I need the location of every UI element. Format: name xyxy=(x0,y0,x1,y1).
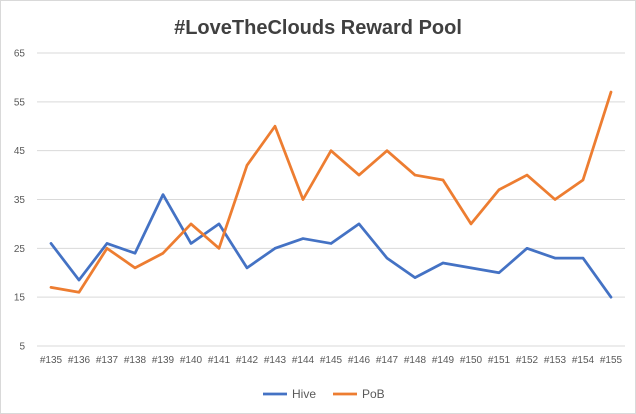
data-point xyxy=(469,222,473,226)
series-line-hive xyxy=(49,193,613,299)
data-point xyxy=(245,164,249,167)
data-point xyxy=(189,222,193,226)
legend-item-hive: Hive xyxy=(263,387,316,401)
data-point xyxy=(49,286,53,289)
data-point xyxy=(581,178,585,182)
x-tick-label: #146 xyxy=(348,355,371,366)
data-point xyxy=(161,252,165,255)
data-point xyxy=(301,198,305,201)
data-point xyxy=(581,256,585,260)
series-lines xyxy=(49,90,613,299)
x-tick-label: #138 xyxy=(124,355,147,366)
y-tick-label: 45 xyxy=(14,146,26,157)
data-point xyxy=(161,193,165,196)
data-point xyxy=(133,266,137,270)
y-tick-label: 5 xyxy=(19,342,25,353)
x-tick-label: #145 xyxy=(320,355,343,366)
x-tick-label: #136 xyxy=(68,355,91,366)
data-point xyxy=(525,173,529,177)
x-tick-label: #143 xyxy=(264,355,287,366)
data-point xyxy=(497,188,501,191)
data-point xyxy=(329,149,333,152)
data-point xyxy=(105,242,109,245)
data-point xyxy=(385,256,389,260)
data-point xyxy=(385,149,389,152)
x-tick-label: #148 xyxy=(404,355,427,366)
y-tick-label: 65 xyxy=(14,49,26,60)
data-point xyxy=(357,173,361,177)
x-tick-label: #152 xyxy=(516,355,539,366)
data-point xyxy=(525,247,529,250)
x-tick-label: #140 xyxy=(180,355,203,366)
data-point xyxy=(553,256,557,260)
data-point xyxy=(217,247,221,250)
x-tick-label: #150 xyxy=(460,355,483,366)
data-point xyxy=(217,222,221,226)
data-point xyxy=(441,261,445,265)
series-pob xyxy=(49,90,613,294)
x-tick-label: #142 xyxy=(236,355,259,366)
data-point xyxy=(441,178,445,182)
data-point xyxy=(609,90,613,94)
x-tick-label: #137 xyxy=(96,355,119,366)
legend-label: PoB xyxy=(362,387,385,401)
data-point xyxy=(77,278,81,282)
data-point xyxy=(497,271,501,274)
x-tick-label: #147 xyxy=(376,355,399,366)
data-point xyxy=(77,291,81,294)
x-tick-label: #154 xyxy=(572,355,595,366)
data-point xyxy=(357,222,361,226)
series-line-pob xyxy=(49,90,613,294)
data-point xyxy=(105,247,109,250)
y-tick-label: 55 xyxy=(14,97,26,108)
x-tick-label: #155 xyxy=(600,355,623,366)
data-point xyxy=(49,242,53,245)
data-point xyxy=(273,247,277,250)
data-point xyxy=(553,198,557,201)
x-tick-label: #149 xyxy=(432,355,455,366)
data-point xyxy=(245,266,249,270)
series-hive xyxy=(49,193,613,299)
x-tick-label: #139 xyxy=(152,355,175,366)
y-axis-ticks: 5 15 25 35 45 55 65 xyxy=(14,49,26,353)
x-tick-label: #135 xyxy=(40,355,63,366)
y-tick-label: 25 xyxy=(14,244,26,255)
x-tick-label: #144 xyxy=(292,355,315,366)
x-tick-label: #153 xyxy=(544,355,567,366)
data-point xyxy=(413,173,417,177)
data-point xyxy=(609,295,613,299)
data-point xyxy=(189,242,193,245)
y-tick-label: 35 xyxy=(14,195,26,206)
x-tick-label: #151 xyxy=(488,355,511,366)
x-axis-ticks: #135 #136 #137 #138 #139 #140 #141 #142 #143 #144… xyxy=(40,355,623,366)
legend-label: Hive xyxy=(292,387,316,401)
data-point xyxy=(469,266,473,270)
x-tick-label: #141 xyxy=(208,355,231,366)
data-point xyxy=(413,276,417,279)
legend-item-pob: PoB xyxy=(333,387,385,401)
data-point xyxy=(273,125,277,128)
data-point xyxy=(301,237,305,240)
chart-title: #LoveTheClouds Reward Pool xyxy=(174,17,462,39)
data-point xyxy=(133,252,137,255)
y-tick-label: 15 xyxy=(14,293,26,304)
data-point xyxy=(329,242,333,245)
legend: Hive PoB xyxy=(263,387,385,401)
gridlines xyxy=(37,52,625,347)
